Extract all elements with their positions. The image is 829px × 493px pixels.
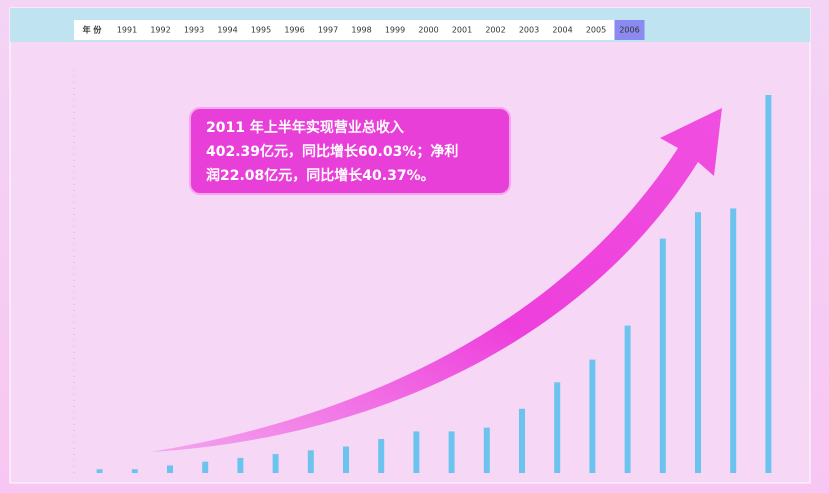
- frame: [9, 7, 811, 484]
- timeline-year[interactable]: 1994: [217, 26, 237, 35]
- bar: [695, 212, 701, 473]
- bar: [519, 408, 525, 473]
- timeline-bar: [74, 20, 644, 40]
- timeline-year[interactable]: 1995: [251, 26, 271, 35]
- timeline-year[interactable]: 2002: [485, 26, 505, 35]
- callout-text: 2011 年上半年实现营业总收入: [206, 119, 404, 136]
- bar: [659, 238, 666, 473]
- bar: [378, 438, 385, 473]
- timeline-year[interactable]: 2001: [452, 26, 472, 35]
- timeline-year[interactable]: 2004: [552, 26, 572, 35]
- bar: [167, 465, 173, 473]
- callout-text: 润22.08亿元，同比增长40.37%。: [206, 167, 435, 184]
- timeline-year[interactable]: 1992: [150, 26, 170, 35]
- bar: [96, 469, 103, 473]
- callout-box: [189, 107, 511, 195]
- timeline-label: 年 份: [83, 25, 103, 35]
- timeline-active: [614, 20, 645, 40]
- bar: [343, 446, 349, 473]
- timeline-year[interactable]: 1997: [318, 26, 338, 35]
- bar: [589, 359, 596, 473]
- timeline-year[interactable]: 2005: [586, 26, 606, 35]
- bar: [237, 457, 244, 473]
- timeline-year[interactable]: 2003: [519, 26, 539, 35]
- timeline: 年 份 1991 1992 1993 1994 1995 1996 1997 1998 1999 2…: [83, 20, 645, 40]
- timeline-year[interactable]: 2006: [619, 26, 639, 35]
- chart: 2011 年上半年实现营业总收入 402.39亿元，同比增长60.03%；净利润2…: [73, 70, 772, 473]
- bar: [131, 469, 138, 473]
- bar: [272, 454, 279, 473]
- timeline-year[interactable]: 1996: [284, 26, 304, 35]
- timeline-year[interactable]: 1991: [117, 26, 137, 35]
- timeline-year[interactable]: 1993: [184, 26, 204, 35]
- bar: [307, 450, 314, 473]
- bar: [624, 325, 631, 473]
- bar: [413, 431, 420, 473]
- bar: [554, 382, 561, 473]
- bar: [483, 427, 490, 473]
- bar: [730, 208, 737, 473]
- bar: [202, 461, 209, 473]
- growth-arrow: [150, 108, 722, 452]
- timeline-year[interactable]: 1998: [351, 26, 371, 35]
- timeline-year[interactable]: 1999: [385, 26, 405, 35]
- timeline-year[interactable]: 2000: [418, 26, 438, 35]
- bar: [448, 431, 455, 473]
- callout-text: 402.39亿元，同比增长60.03%；净利: [206, 143, 458, 160]
- bar: [765, 95, 772, 473]
